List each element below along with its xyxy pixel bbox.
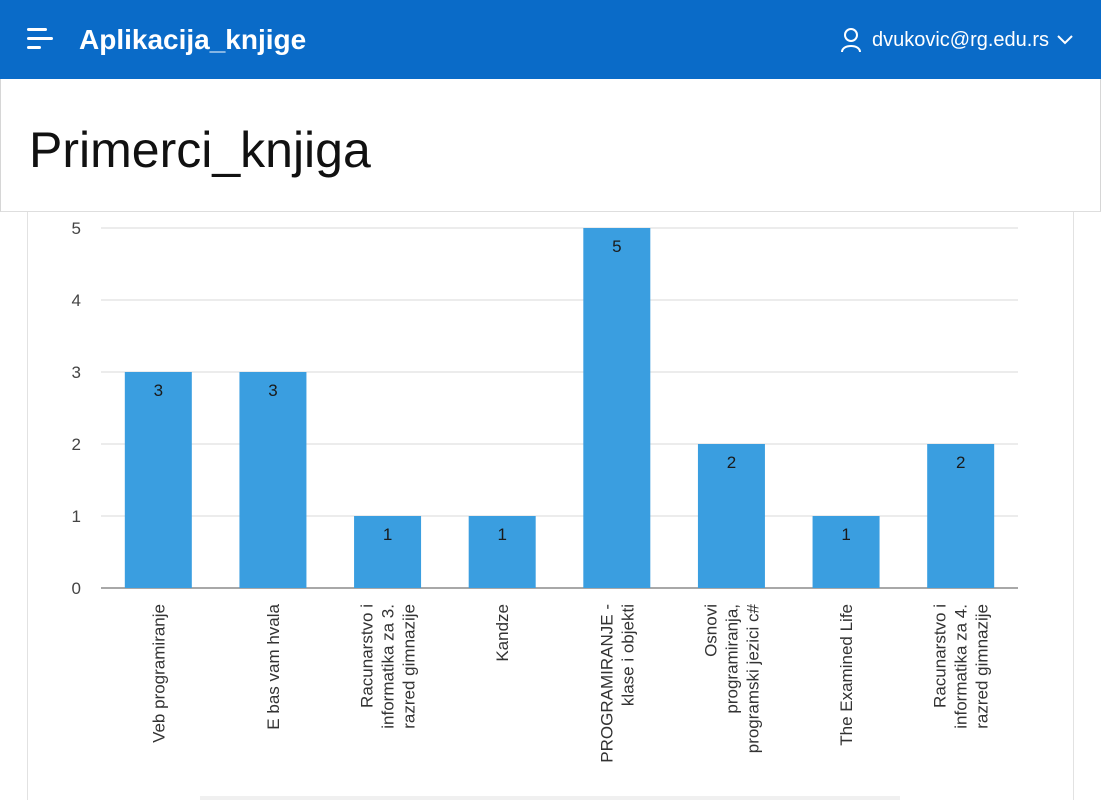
y-tick-label: 1 — [72, 507, 81, 526]
x-tick-label: Kandze — [493, 604, 512, 662]
user-icon — [840, 27, 862, 53]
chart-region: 0 1 2 3 4 5 3 Veb programiranje 3 E bas vam hvala… — [27, 212, 1074, 800]
data-label: 5 — [612, 237, 621, 256]
y-tick-label: 4 — [72, 291, 81, 310]
page-title: Primerci_knjiga — [29, 122, 371, 178]
x-tick-label: Veb programiranje — [149, 604, 168, 743]
data-label: 3 — [154, 381, 163, 400]
bar — [697, 444, 765, 588]
data-label: 3 — [268, 381, 277, 400]
data-label: 1 — [383, 525, 392, 544]
x-tick-label: Racunarstvo i informatika za 3. razred gim… — [358, 604, 419, 729]
bar — [124, 372, 192, 588]
bar — [468, 516, 536, 588]
x-tick-label: The Examined Life — [837, 604, 856, 746]
bar — [927, 444, 995, 588]
user-email: dvukovic@rg.edu.rs — [871, 28, 1049, 51]
bar — [583, 228, 651, 588]
top-navigation-bar: Aplikacija_knjige dvukovic@rg.edu.rs — [0, 0, 1101, 79]
x-tick-label: Osnovi programiranja, programski jezici c# — [701, 603, 762, 753]
x-tick-label: Racunarstvo i informatika za 4. razred gim… — [931, 604, 992, 729]
user-menu[interactable]: dvukovic@rg.edu.rs — [840, 26, 1073, 54]
bar — [354, 516, 422, 588]
y-tick-label: 3 — [72, 363, 81, 382]
bar-chart: 0 1 2 3 4 5 3 Veb programiranje 3 E bas vam hvala… — [72, 219, 1018, 763]
data-label: 2 — [956, 453, 965, 472]
chevron-down-icon — [1057, 35, 1073, 45]
bar — [812, 516, 880, 588]
data-label: 1 — [841, 525, 850, 544]
page-header: Primerci_knjiga — [0, 79, 1101, 212]
x-tick-label: E bas vam hvala — [264, 603, 283, 729]
bar — [239, 372, 307, 588]
data-label: 1 — [497, 525, 506, 544]
app-title[interactable]: Aplikacija_knjige — [79, 24, 307, 55]
y-tick-label: 5 — [72, 219, 81, 238]
data-label: 2 — [727, 453, 736, 472]
y-tick-label: 0 — [72, 579, 81, 598]
hamburger-icon[interactable] — [27, 28, 55, 52]
footer-shadow — [200, 796, 900, 800]
y-tick-label: 2 — [72, 435, 81, 454]
x-tick-label: PROGRAMIRANJE - klase i objekti — [597, 604, 637, 763]
